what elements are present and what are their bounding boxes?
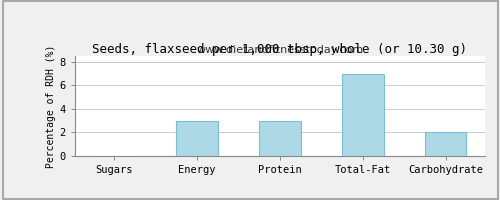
Bar [425,132,467,156]
Title: Seeds, flaxseed per 1,000 tbsp, whole (or 10.30 g): Seeds, flaxseed per 1,000 tbsp, whole (o… [92,43,468,56]
Bar [342,74,384,156]
Bar [176,121,218,156]
Bar [260,121,300,156]
Text: www.dietandfitnesstoday.com: www.dietandfitnesstoday.com [196,45,364,55]
Y-axis label: Percentage of RDH (%): Percentage of RDH (%) [46,44,56,168]
